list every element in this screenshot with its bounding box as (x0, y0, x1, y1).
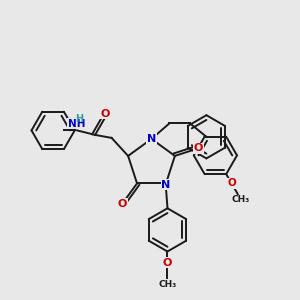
Text: O: O (194, 143, 203, 153)
Text: H: H (75, 114, 84, 124)
Text: CH₃: CH₃ (232, 195, 250, 204)
Text: N: N (147, 134, 156, 144)
Text: N: N (161, 180, 171, 190)
Text: O: O (227, 178, 236, 188)
Text: CH₃: CH₃ (158, 280, 177, 289)
Text: O: O (100, 109, 110, 119)
Text: O: O (118, 199, 127, 208)
Text: O: O (163, 258, 172, 268)
Text: NH: NH (68, 119, 85, 129)
